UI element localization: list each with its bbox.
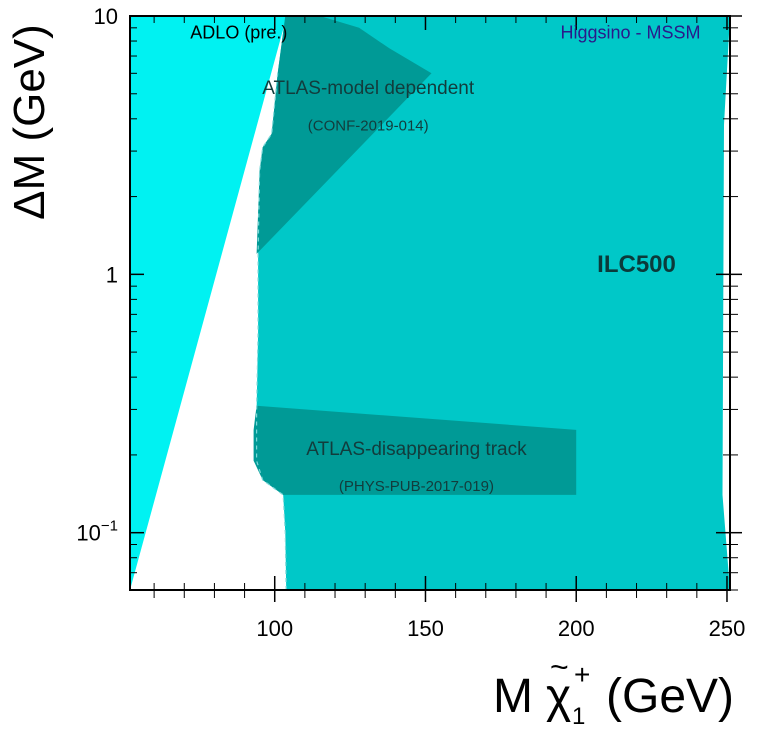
x-axis-title-particle: χ: [546, 670, 571, 723]
annotations-layer: ADLO (pre.) Higgsino - MSSM ILC500 ATLAS-mo…: [190, 22, 700, 495]
annotation-model-dep-ref: (CONF-2019-014): [308, 118, 429, 135]
tick-labels: 100 150 200 250 10−1 1 10: [76, 4, 745, 641]
axis-ticks: [130, 15, 742, 602]
y-tick-label: 1: [106, 262, 118, 287]
x-tick-label: 150: [407, 616, 444, 641]
annotation-higgsino: Higgsino - MSSM: [560, 22, 700, 42]
y-axis-title: ΔM (GeV): [5, 24, 54, 220]
x-axis-title-unit: (GeV): [606, 670, 734, 723]
x-axis-title-superscript: +: [574, 659, 590, 690]
plot-frame: [129, 15, 731, 591]
annotation-disappearing: ATLAS-disappearing track: [306, 439, 527, 460]
ilc500-boundary-dashed: [256, 73, 287, 591]
x-tick-label: 200: [558, 616, 595, 641]
dashed-boundaries: [256, 73, 287, 591]
y-tick-label: 10: [94, 4, 118, 29]
x-axis-title-main: M: [493, 670, 533, 723]
x-axis-title: M ~ χ + 1 (GeV): [493, 649, 734, 730]
annotation-model-dep: ATLAS-model dependent: [262, 78, 475, 99]
adlo-region: [130, 16, 287, 590]
x-axis-title-subscript: 1: [572, 703, 585, 730]
atlas-model-dependent-region: [256, 16, 432, 254]
annotation-ilc500: ILC500: [597, 251, 676, 278]
annotation-adlo: ADLO (pre.): [190, 22, 287, 42]
x-tick-label: 250: [709, 616, 746, 641]
y-tick-label: 10−1: [76, 518, 118, 546]
x-tick-label: 100: [256, 616, 293, 641]
regions-layer: [130, 16, 730, 590]
atlas-disappearing-track-region: [253, 405, 577, 495]
annotation-disappearing-ref: (PHYS-PUB-2017-019): [339, 478, 494, 495]
x-axis-title-tilde: ~: [550, 649, 569, 685]
